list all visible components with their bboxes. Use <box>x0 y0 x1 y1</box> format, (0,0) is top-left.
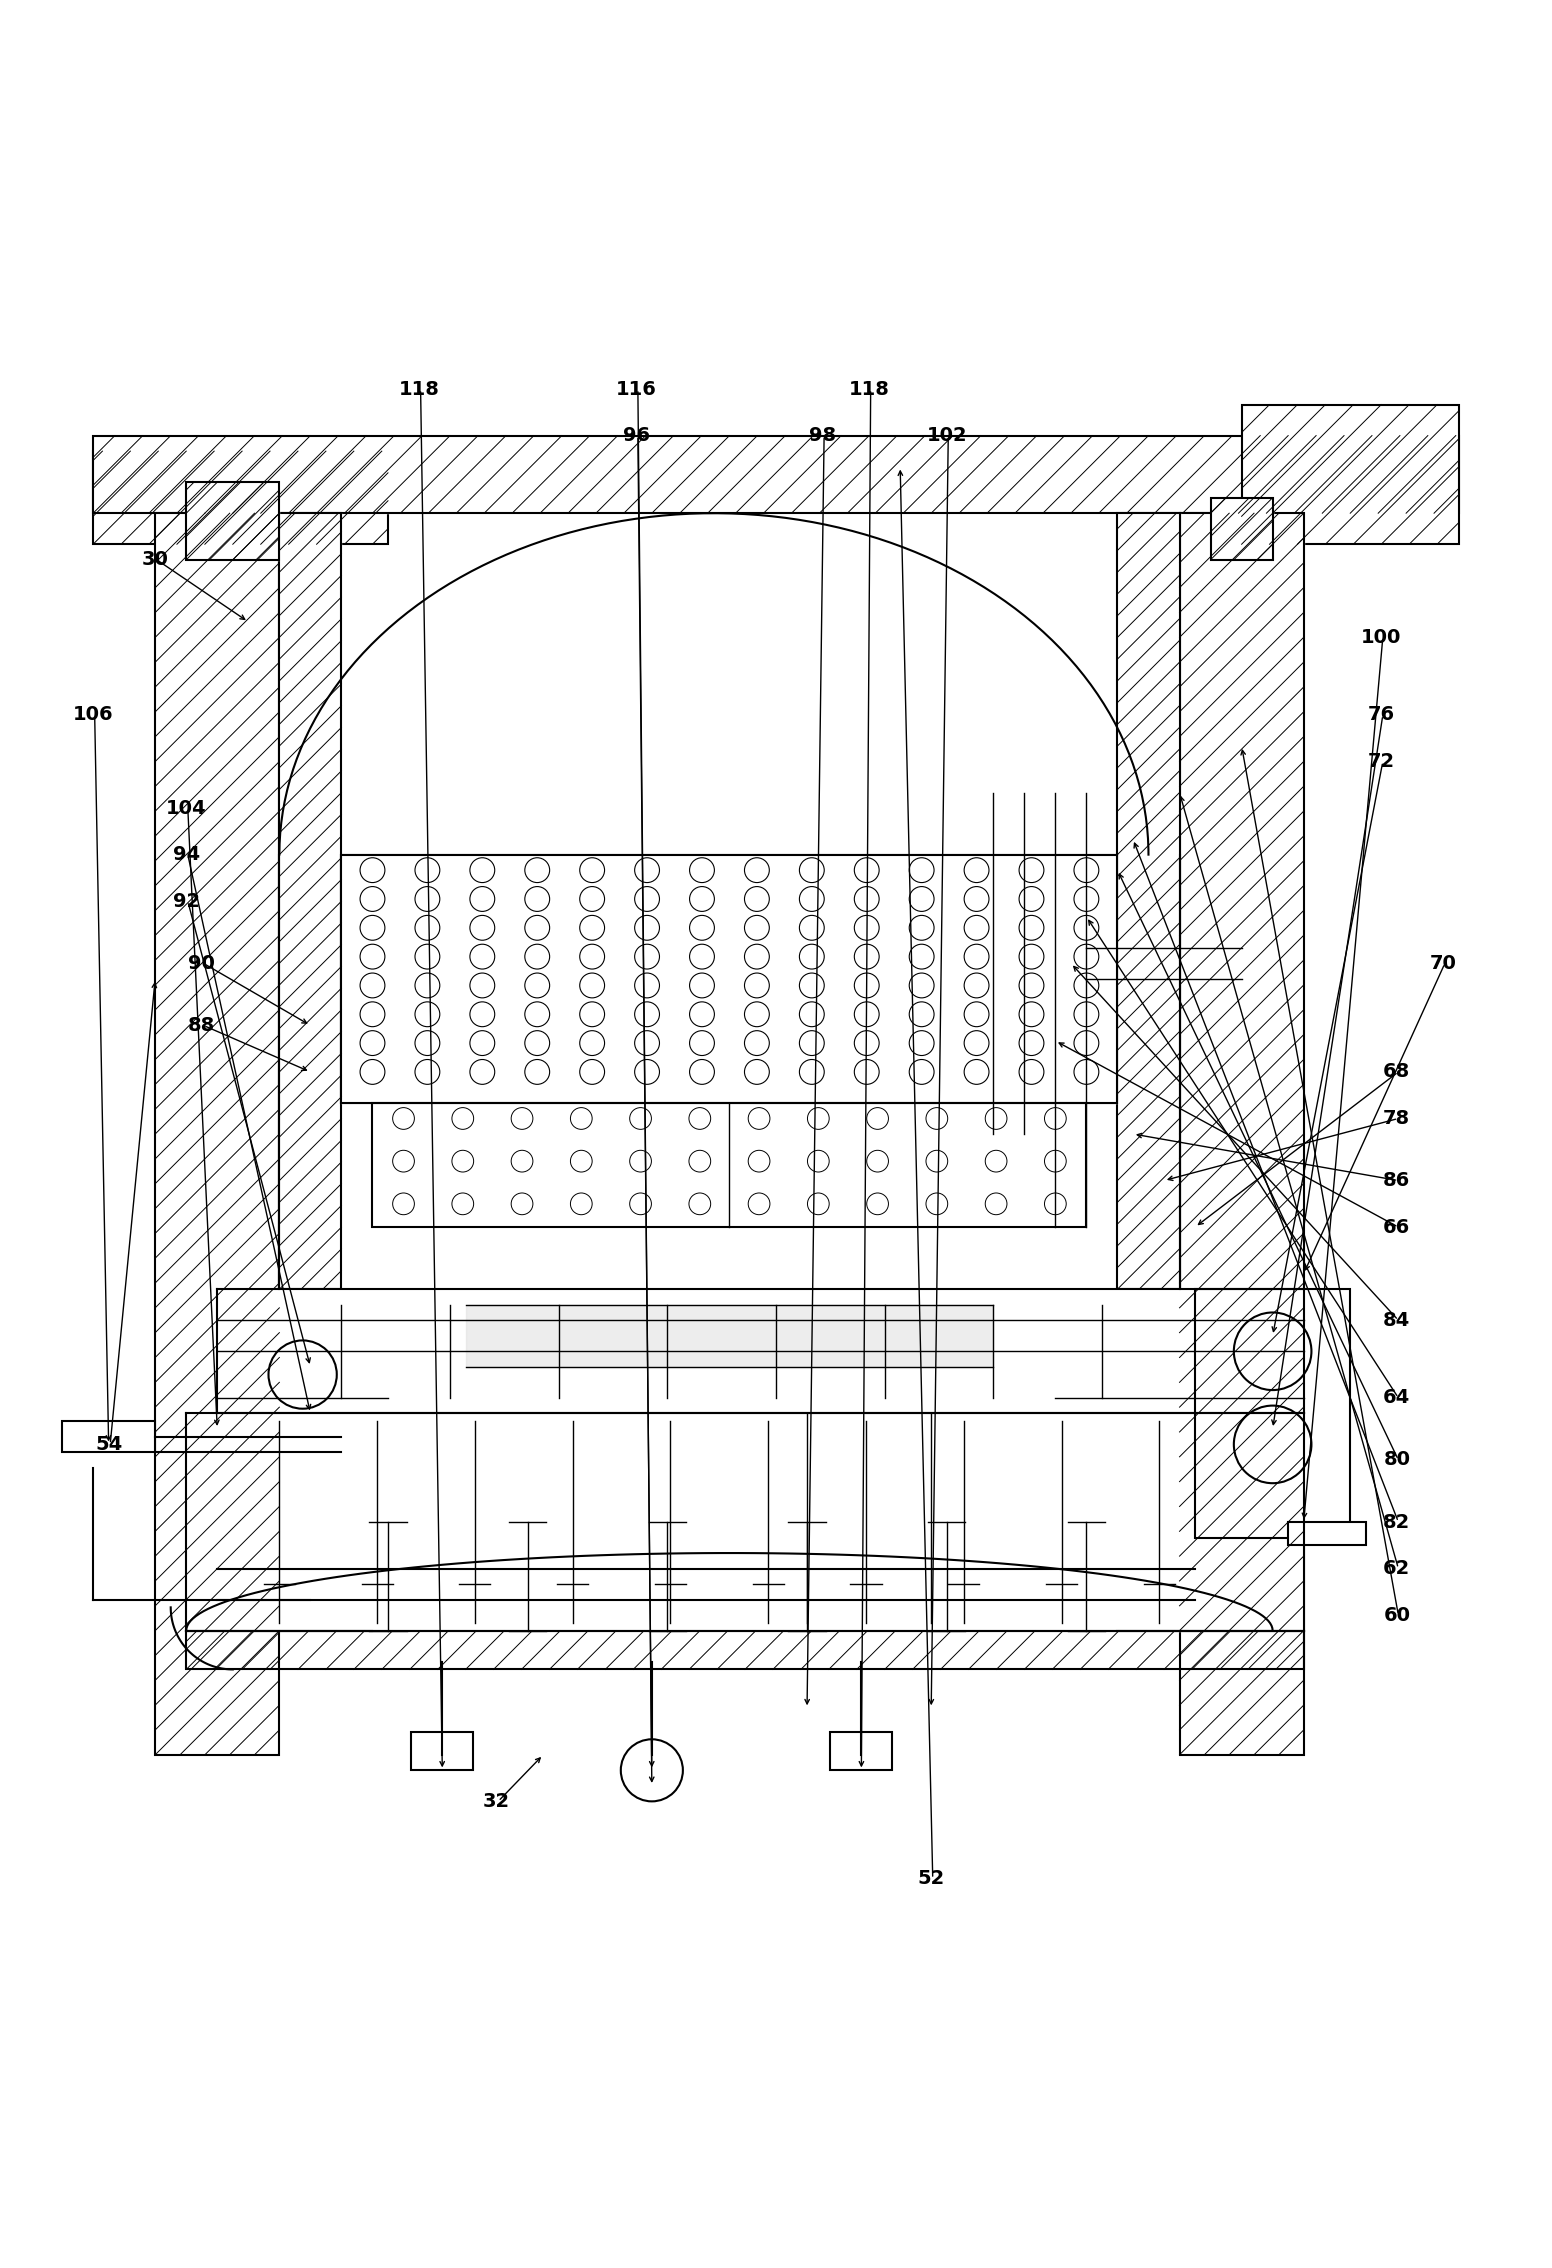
Polygon shape <box>1117 513 1180 1288</box>
Bar <box>341 855 1117 1102</box>
Text: 118: 118 <box>849 379 889 399</box>
Bar <box>341 855 1117 1102</box>
Circle shape <box>1234 1406 1311 1483</box>
Polygon shape <box>93 451 388 544</box>
Circle shape <box>1234 1313 1311 1390</box>
Circle shape <box>621 1740 683 1801</box>
Polygon shape <box>155 513 279 1755</box>
Text: 30: 30 <box>141 551 169 569</box>
Text: 100: 100 <box>1361 628 1401 646</box>
Text: 54: 54 <box>95 1436 123 1454</box>
Polygon shape <box>341 855 1117 1102</box>
Bar <box>411 1730 473 1771</box>
Text: 90: 90 <box>188 955 216 973</box>
Text: 82: 82 <box>1383 1513 1411 1531</box>
Text: 76: 76 <box>1367 705 1395 723</box>
Text: 52: 52 <box>917 1869 945 1889</box>
Circle shape <box>268 1340 337 1408</box>
Bar <box>1242 404 1459 544</box>
Text: 96: 96 <box>622 426 650 445</box>
Polygon shape <box>279 513 341 1288</box>
Bar <box>830 1730 892 1771</box>
Polygon shape <box>372 1102 1086 1227</box>
Bar <box>1117 513 1180 1288</box>
Text: 86: 86 <box>1383 1170 1411 1191</box>
Polygon shape <box>1180 513 1304 1755</box>
Text: 62: 62 <box>1383 1558 1411 1579</box>
Text: 118: 118 <box>399 379 439 399</box>
Text: 94: 94 <box>172 846 200 864</box>
Polygon shape <box>217 1288 1304 1413</box>
Bar <box>372 1102 1086 1227</box>
Bar <box>62 1422 155 1452</box>
Bar <box>279 513 341 1288</box>
Text: 64: 64 <box>1383 1388 1411 1408</box>
Text: 60: 60 <box>1383 1606 1411 1624</box>
Bar <box>1195 1288 1350 1538</box>
Text: 98: 98 <box>809 426 837 445</box>
Text: 92: 92 <box>172 891 200 912</box>
Polygon shape <box>186 1413 1304 1631</box>
Polygon shape <box>1242 404 1459 544</box>
Bar <box>93 451 388 544</box>
Bar <box>186 1631 1304 1669</box>
Text: 70: 70 <box>1429 955 1457 973</box>
Polygon shape <box>466 1304 993 1368</box>
Text: 84: 84 <box>1383 1311 1411 1329</box>
Text: 66: 66 <box>1383 1218 1411 1236</box>
Text: 104: 104 <box>166 798 206 816</box>
Polygon shape <box>93 435 1459 513</box>
Text: 80: 80 <box>1383 1452 1411 1470</box>
Bar <box>1288 1522 1366 1545</box>
Text: 32: 32 <box>483 1792 511 1810</box>
Text: 88: 88 <box>188 1016 216 1034</box>
Text: 102: 102 <box>927 426 967 445</box>
Text: 78: 78 <box>1383 1109 1411 1127</box>
Text: 116: 116 <box>616 379 656 399</box>
Text: 72: 72 <box>1367 753 1395 771</box>
Bar <box>155 513 279 1755</box>
Bar <box>93 435 1459 513</box>
Bar <box>1211 497 1273 560</box>
Bar <box>1180 513 1304 1755</box>
Text: 106: 106 <box>73 705 113 723</box>
Text: 68: 68 <box>1383 1061 1411 1082</box>
Polygon shape <box>1211 497 1273 560</box>
Polygon shape <box>186 483 279 560</box>
Bar <box>186 483 279 560</box>
